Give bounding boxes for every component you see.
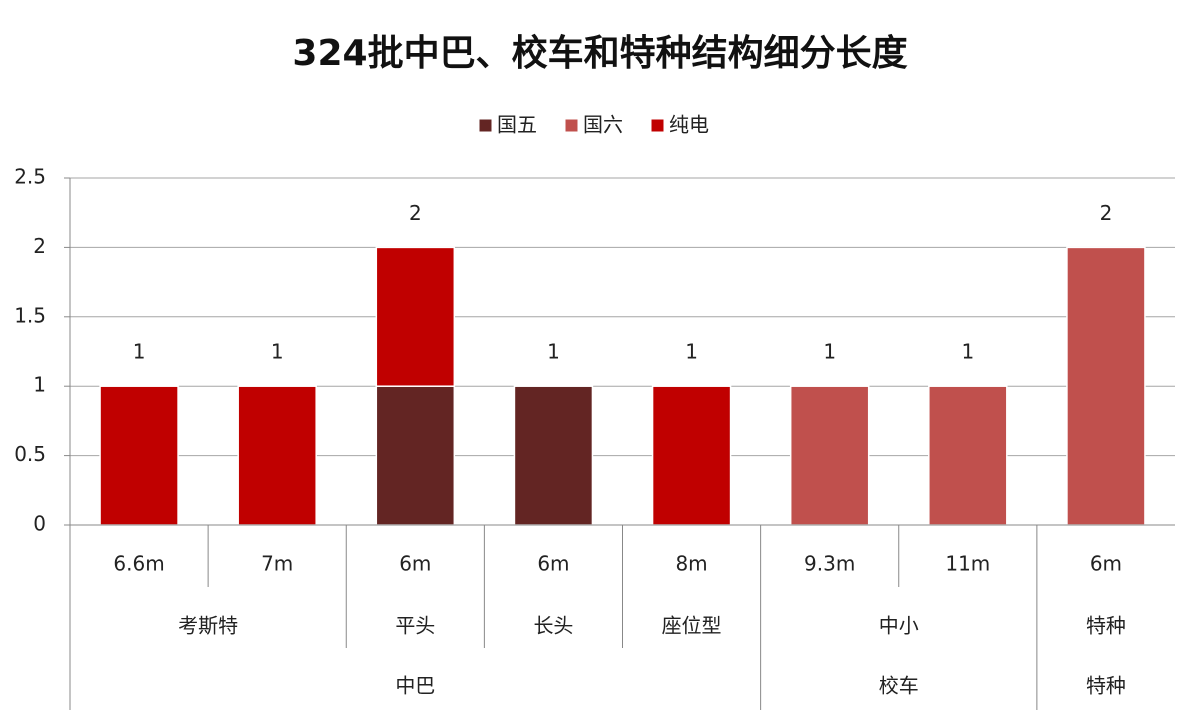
y-tick-label: 1.5 bbox=[14, 303, 46, 327]
bar bbox=[237, 385, 317, 526]
y-tick-label: 2 bbox=[33, 234, 46, 258]
bar bbox=[651, 385, 732, 526]
group-label: 考斯特 bbox=[178, 614, 238, 638]
group-label: 座位型 bbox=[662, 614, 722, 638]
y-tick-label: 0.5 bbox=[14, 442, 46, 466]
x-tick-label: 9.3m bbox=[804, 552, 855, 576]
group-label: 长头 bbox=[533, 614, 573, 638]
legend-label: 纯电 bbox=[669, 113, 709, 137]
x-tick-label: 6m bbox=[537, 552, 569, 576]
bar bbox=[789, 385, 870, 526]
total-label: 1 bbox=[823, 340, 836, 364]
y-tick-label: 1 bbox=[33, 373, 46, 397]
group-label: 特种 bbox=[1086, 614, 1126, 638]
total-label: 1 bbox=[685, 340, 698, 364]
group-label: 特种 bbox=[1086, 674, 1126, 698]
bar bbox=[375, 385, 456, 526]
group-label: 中巴 bbox=[395, 674, 435, 698]
x-tick-label: 8m bbox=[675, 552, 707, 576]
total-label: 1 bbox=[547, 340, 560, 364]
x-tick-label: 11m bbox=[945, 552, 990, 576]
bar bbox=[1066, 246, 1146, 526]
bar bbox=[375, 246, 456, 387]
legend-swatch bbox=[478, 118, 493, 133]
legend-swatch bbox=[650, 118, 665, 133]
legend-swatch bbox=[564, 118, 579, 133]
total-label: 2 bbox=[409, 201, 422, 225]
x-tick-label: 6m bbox=[1090, 552, 1122, 576]
bar bbox=[928, 385, 1008, 526]
x-tick-label: 7m bbox=[261, 552, 293, 576]
group-label: 中小 bbox=[879, 614, 919, 638]
total-label: 1 bbox=[961, 340, 974, 364]
bar bbox=[513, 385, 594, 526]
legend-label: 国六 bbox=[583, 113, 623, 137]
legend-label: 国五 bbox=[497, 113, 537, 137]
group-label: 校车 bbox=[879, 674, 919, 698]
y-tick-label: 2.5 bbox=[14, 165, 46, 189]
group-label: 平头 bbox=[395, 614, 435, 638]
bar bbox=[99, 385, 179, 526]
total-label: 1 bbox=[271, 340, 284, 364]
total-label: 2 bbox=[1100, 201, 1113, 225]
total-label: 1 bbox=[133, 340, 146, 364]
x-tick-label: 6m bbox=[399, 552, 431, 576]
x-tick-label: 6.6m bbox=[113, 552, 164, 576]
chart-title: 324批中巴、校车和特种结构细分长度 bbox=[292, 33, 907, 74]
y-tick-label: 0 bbox=[33, 512, 46, 536]
